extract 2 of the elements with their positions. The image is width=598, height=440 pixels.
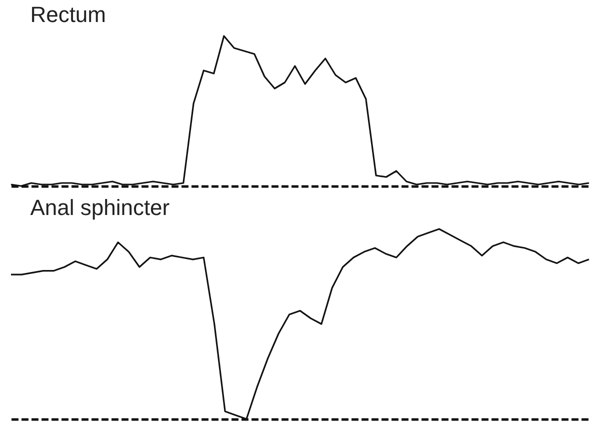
chart-title: Anal sphincter: [30, 195, 170, 220]
chart-title: Rectum: [30, 2, 106, 28]
